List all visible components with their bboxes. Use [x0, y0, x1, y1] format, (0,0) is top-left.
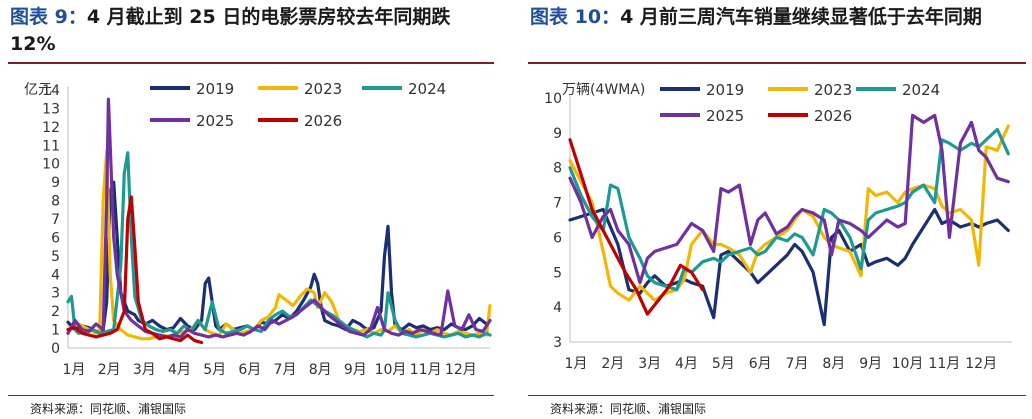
- y-tick-label: 9: [553, 126, 562, 142]
- x-tick-label: 2月: [601, 356, 624, 372]
- source-note: 资料来源：同花顺、浦银国际: [30, 402, 187, 416]
- x-tick-label: 6月: [749, 356, 772, 372]
- x-tick-label: 5月: [712, 356, 735, 372]
- y-tick-label: 8: [51, 194, 60, 210]
- y-tick-label: 0: [51, 341, 60, 357]
- y-tick-label: 7: [51, 212, 60, 228]
- y-tick-label: 4: [51, 267, 60, 283]
- chart-title: 图表 10：4 月前三周汽车销量继续显著低于去年同期: [530, 4, 1026, 31]
- x-tick-label: 7月: [274, 362, 297, 378]
- figure-title: 4 月前三周汽车销量继续显著低于去年同期: [620, 6, 982, 28]
- series-line-2025: [66, 97, 492, 339]
- source-rule: [8, 395, 494, 396]
- y-tick-label: 2: [51, 304, 60, 320]
- x-tick-label: 12月: [965, 356, 997, 372]
- x-tick-label: 11月: [928, 356, 960, 372]
- x-tick-label: 12月: [445, 362, 477, 378]
- x-tick-label: 3月: [638, 356, 661, 372]
- y-tick-label: 7: [553, 196, 562, 212]
- y-axis-label: 万辆(4WMA): [562, 82, 645, 98]
- x-tick-label: 9月: [344, 362, 367, 378]
- x-tick-label: 10月: [892, 356, 924, 372]
- x-tick-label: 2月: [98, 362, 121, 378]
- x-tick-label: 1月: [565, 356, 588, 372]
- x-tick-label: 5月: [203, 362, 226, 378]
- x-tick-label: 4月: [168, 362, 191, 378]
- x-tick-label: 7月: [786, 356, 809, 372]
- y-tick-label: 4: [553, 300, 562, 316]
- x-tick-label: 8月: [309, 362, 332, 378]
- y-tick-label: 8: [553, 161, 562, 177]
- legend-label-2025: 2025: [706, 107, 744, 125]
- series-line-2023: [66, 149, 492, 341]
- series-line-2024: [568, 127, 1010, 292]
- figure-number: 图表 9：: [10, 6, 87, 28]
- figure-number: 图表 10：: [530, 6, 621, 28]
- y-tick-label: 13: [42, 101, 60, 117]
- series-line-2026: [568, 138, 705, 316]
- y-tick-label: 5: [51, 249, 60, 265]
- figure-title: 4 月截止到 25 日的电影票房较去年同期跌 12%: [10, 6, 451, 55]
- y-tick-label: 3: [51, 286, 60, 302]
- legend-label-2026: 2026: [814, 107, 852, 125]
- series-line-2019: [568, 207, 1010, 327]
- y-tick-label: 10: [544, 91, 562, 107]
- x-tick-label: 10月: [375, 362, 407, 378]
- legend-label-2019: 2019: [196, 80, 234, 98]
- y-tick-label: 12: [42, 120, 60, 136]
- source-rule: [528, 395, 1026, 396]
- y-tick-label: 5: [553, 265, 562, 281]
- series-line-2025: [568, 113, 1010, 285]
- legend-label-2025: 2025: [196, 112, 234, 130]
- x-tick-label: 3月: [133, 362, 156, 378]
- y-tick-label: 3: [553, 335, 562, 351]
- y-tick-label: 14: [42, 83, 60, 99]
- auto-sales-chart: 3 4 5 6 7 8 9 10 1月 2月 3月 4月 5月 6月 7月 8月 9月 10月 11月 12月 万辆(4…: [544, 81, 1012, 372]
- source-note: 资料来源：同花顺、浦银国际: [550, 402, 707, 416]
- series-line-2024: [66, 151, 492, 339]
- x-tick-label: 11月: [410, 362, 442, 378]
- y-tick-label: 1: [51, 323, 60, 339]
- title-rule: [8, 62, 494, 64]
- y-axis-label: 亿元: [24, 82, 52, 98]
- series-line-2026: [66, 195, 204, 345]
- x-tick-label: 1月: [63, 362, 86, 378]
- chart-title: 图表 9：4 月截止到 25 日的电影票房较去年同期跌 12%: [10, 4, 494, 58]
- x-tick-label: 6月: [238, 362, 261, 378]
- chart-panel-right: 图表 10：4 月前三周汽车销量继续显著低于去年同期 3 4 5 6 7 8 9 10 1月 2月…: [520, 0, 1032, 419]
- title-rule: [528, 62, 1026, 64]
- y-tick-label: 6: [553, 230, 562, 246]
- x-tick-label: 4月: [675, 356, 698, 372]
- x-tick-label: 9月: [859, 356, 882, 372]
- legend-label-2024: 2024: [408, 80, 446, 98]
- legend-label-2023: 2023: [304, 80, 342, 98]
- y-tick-label: 10: [42, 157, 60, 173]
- y-tick-label: 6: [51, 230, 60, 246]
- legend-label-2023: 2023: [814, 81, 852, 99]
- legend-label-2026: 2026: [304, 112, 342, 130]
- y-tick-label: 9: [51, 175, 60, 191]
- y-tick-label: 11: [42, 138, 60, 154]
- legend-label-2024: 2024: [902, 81, 940, 99]
- x-tick-label: 8月: [822, 356, 845, 372]
- legend-label-2019: 2019: [706, 81, 744, 99]
